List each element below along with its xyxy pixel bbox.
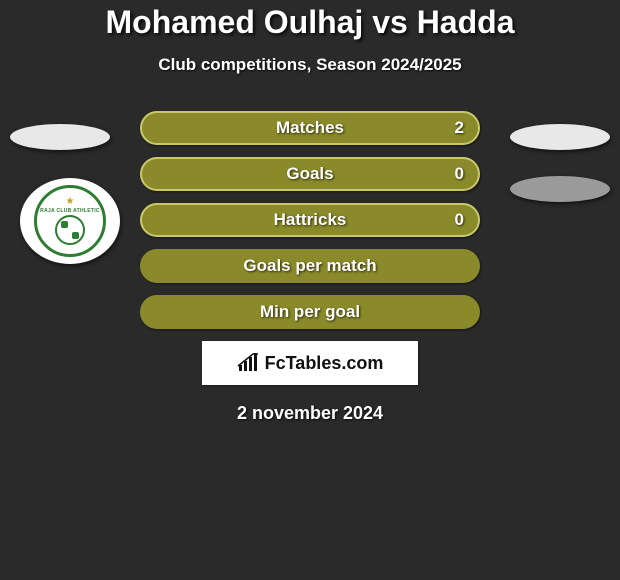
brand-text: FcTables.com <box>265 353 384 374</box>
stat-row: Hattricks 0 <box>0 203 620 237</box>
stat-row: Min per goal <box>0 295 620 329</box>
stat-value: 0 <box>455 164 464 184</box>
comparison-title: Mohamed Oulhaj vs Hadda <box>0 4 620 41</box>
stat-row: Goals per match <box>0 249 620 283</box>
generated-date: 2 november 2024 <box>0 403 620 424</box>
stat-row: Matches 2 <box>0 111 620 145</box>
stat-label: Goals <box>142 164 478 184</box>
stat-label: Matches <box>142 118 478 138</box>
stat-value: 0 <box>455 210 464 230</box>
stat-bar-goals: Goals 0 <box>140 157 480 191</box>
stat-bar-goals-per-match: Goals per match <box>140 249 480 283</box>
bar-chart-icon <box>237 353 259 373</box>
stat-label: Hattricks <box>142 210 478 230</box>
stat-value: 2 <box>455 118 464 138</box>
stat-row: Goals 0 <box>0 157 620 191</box>
stat-bar-min-per-goal: Min per goal <box>140 295 480 329</box>
comparison-subtitle: Club competitions, Season 2024/2025 <box>0 55 620 75</box>
stat-label: Goals per match <box>142 256 478 276</box>
stat-bar-hattricks: Hattricks 0 <box>140 203 480 237</box>
stat-label: Min per goal <box>142 302 478 322</box>
brand-attribution[interactable]: FcTables.com <box>202 341 418 385</box>
infographic-root: Mohamed Oulhaj vs Hadda Club competition… <box>0 0 620 424</box>
stat-bar-matches: Matches 2 <box>140 111 480 145</box>
